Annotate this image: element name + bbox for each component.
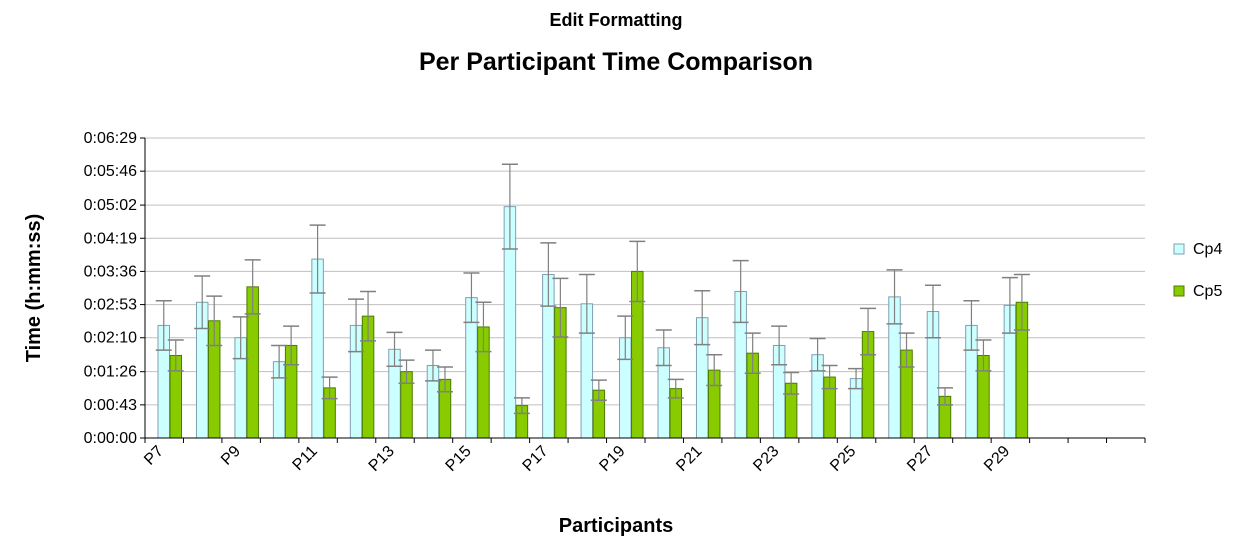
x-tick-label: P13 (366, 443, 398, 475)
y-tick-label: 0:00:00 (84, 430, 137, 447)
y-tick-label: 0:01:26 (84, 364, 137, 381)
x-tick-label: P23 (750, 443, 782, 475)
y-tick-label: 0:02:53 (84, 297, 137, 314)
x-tick-label: P21 (673, 443, 705, 475)
x-tick-label: P15 (443, 443, 475, 475)
y-tick-labels: 0:00:00 0:00:43 0:01:26 0:02:10 0:02:53 0:03:… (84, 130, 137, 447)
y-axis-title: Time (h:mm:ss) (23, 214, 45, 363)
x-tick-label: P29 (981, 443, 1013, 475)
y-tick-label: 0:06:29 (84, 130, 137, 147)
bars (157, 206, 1029, 439)
x-tick-labels: P7 P9 P11 P13 P15 P17 P19 P21 P23 P25 P27 P29 (141, 438, 1146, 475)
x-tick-label: P9 (218, 443, 244, 469)
legend: Cp4 Cp5 (1173, 241, 1222, 300)
y-tick-label: 0:00:43 (84, 397, 137, 414)
x-tick-label: P27 (904, 443, 936, 475)
legend-swatch-cp5 (1173, 285, 1185, 297)
y-tick-label: 0:02:10 (84, 330, 137, 347)
legend-swatch-cp4 (1173, 243, 1185, 255)
y-tick-label: 0:04:19 (84, 230, 137, 247)
error-bars (155, 163, 1030, 415)
x-tick-label: P25 (827, 443, 859, 475)
y-tick-label: 0:05:02 (84, 197, 137, 214)
x-tick-label: P17 (520, 443, 552, 475)
chart-supertitle: Edit Formatting (550, 10, 683, 30)
x-tick-label: P19 (596, 443, 628, 475)
x-tick-label: P7 (141, 443, 167, 469)
x-axis-title: Participants (559, 515, 673, 537)
y-tick-label: 0:05:46 (84, 163, 137, 180)
chart-title: Per Participant Time Comparison (419, 48, 813, 76)
legend-label-cp5: Cp5 (1193, 283, 1222, 300)
x-tick-label: P11 (290, 443, 321, 474)
legend-label-cp4: Cp4 (1193, 241, 1222, 258)
y-tick-label: 0:03:36 (84, 263, 137, 280)
